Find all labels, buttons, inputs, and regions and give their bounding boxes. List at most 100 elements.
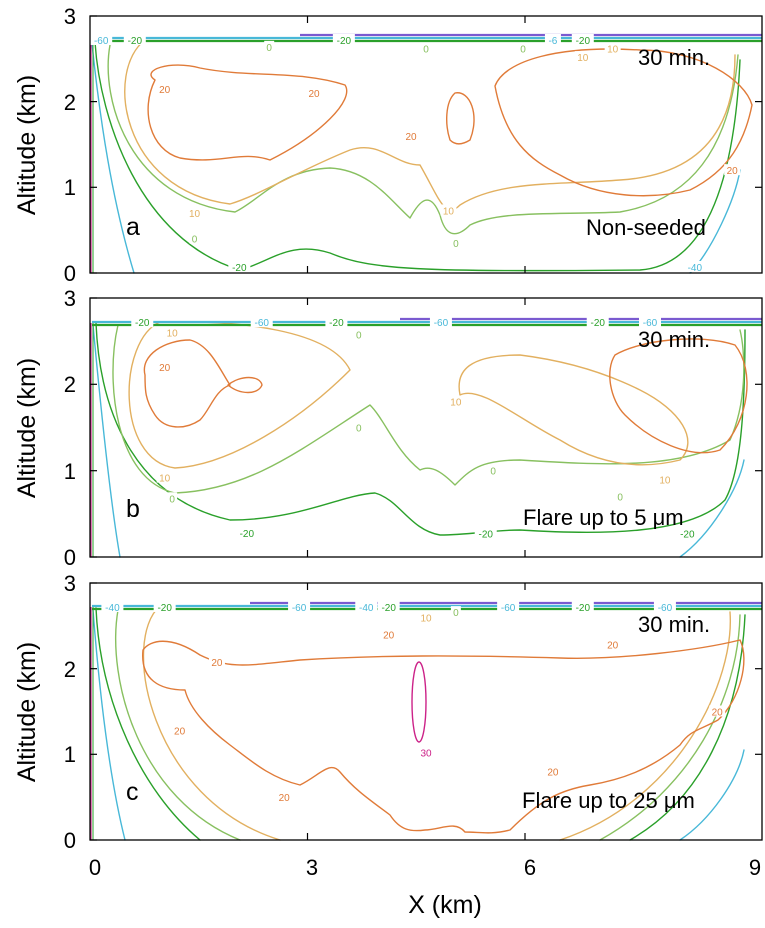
contour-label-bg <box>380 628 397 640</box>
y-axis: 0 1 2 3 <box>64 4 762 286</box>
contour-label-bg <box>440 204 457 216</box>
time-label: 30 min. <box>638 612 710 637</box>
contour-label-bg <box>544 33 561 45</box>
plot-frame <box>89 15 763 274</box>
contour-label-bg <box>474 527 497 539</box>
contour-label-bg <box>306 87 322 99</box>
case-label: Flare up to 25 μm <box>522 788 695 813</box>
contour-label: -60 <box>255 318 270 329</box>
contour-label: 20 <box>727 166 739 177</box>
contour-label-bg <box>421 42 431 54</box>
contour-line-minus40 <box>92 609 745 841</box>
contour-label-bg <box>250 316 273 328</box>
contour-label-bg <box>604 42 621 54</box>
y-axis-label: Altitude (km) <box>13 358 41 498</box>
contour-label: 0 <box>169 494 175 505</box>
contour-label-bg <box>208 655 225 667</box>
contour-label-bg <box>90 33 113 45</box>
contour-label-bg <box>615 490 626 502</box>
contour-label: 20 <box>547 767 559 778</box>
contour-label-bg <box>544 765 561 777</box>
contour-label: 20 <box>159 85 171 96</box>
contour-label: -60 <box>501 603 516 614</box>
contour-label-bg <box>167 492 178 504</box>
contour-label-bg <box>235 526 258 538</box>
plot-frame <box>89 297 763 558</box>
contour-label: -20 <box>576 603 591 614</box>
contour-label: 0 <box>520 45 526 56</box>
contour-label-bg <box>164 326 181 338</box>
contour-label: 0 <box>453 608 459 619</box>
y-tick-label: 2 <box>64 372 76 397</box>
contour-label: 20 <box>712 708 724 719</box>
contour-label: -20 <box>680 530 695 541</box>
y-axis-label: Altitude (km) <box>13 642 41 782</box>
contour-label-bg <box>171 724 188 736</box>
plot-frame <box>89 582 763 841</box>
contour-label-bg <box>228 261 251 273</box>
contour-label-bg <box>153 600 176 612</box>
contour-line-twenty <box>143 338 748 454</box>
contour-label: -60 <box>94 36 109 47</box>
contour-label: 0 <box>453 239 459 250</box>
contour-label: 20 <box>607 641 619 652</box>
contour-label: 20 <box>406 132 418 143</box>
contour-label: 20 <box>383 630 395 641</box>
contour-label: -40 <box>688 263 703 274</box>
contour-label-bg <box>156 82 173 94</box>
contour-line-zero <box>115 609 741 841</box>
x-axis-ticks <box>306 298 526 557</box>
contour-line-ten <box>142 605 731 841</box>
panel-label: b <box>126 495 140 523</box>
contour-label-bg <box>101 600 124 612</box>
y-tick-label: 3 <box>64 4 76 29</box>
contour-label-bg <box>264 40 275 52</box>
contour-label-bg <box>450 606 461 618</box>
contour-label: 20 <box>308 89 320 100</box>
contour-label: -40 <box>359 603 374 614</box>
contour-label-bg <box>429 316 452 328</box>
contour-label: 10 <box>159 474 171 485</box>
panel-label: a <box>126 213 140 241</box>
contour-label-bg <box>676 527 699 539</box>
contour-label-bg <box>488 464 499 476</box>
contour-label: 30 <box>420 749 432 760</box>
contour-line-twenty-right <box>494 48 753 197</box>
contour-line-minus20 <box>94 41 741 272</box>
contour-label-bg <box>518 42 529 54</box>
y-tick-label: 2 <box>64 657 76 682</box>
contour-label-bg <box>724 164 741 176</box>
y-tick-label: 0 <box>64 545 76 570</box>
x-axis-ticks <box>306 16 526 273</box>
contour-label-bg <box>683 261 706 273</box>
contour-label-bg <box>325 316 348 328</box>
contour-label-bg <box>186 207 203 219</box>
contour-label: -20 <box>128 36 143 47</box>
y-axis: 0 1 2 3 <box>64 571 762 853</box>
case-label: Flare up to 5 μm <box>523 505 684 530</box>
contour-label-bg <box>288 600 311 612</box>
contour-label-bg <box>571 600 594 612</box>
contour-line-minus20 <box>95 322 746 536</box>
contour-label: -20 <box>232 263 247 274</box>
x-axis: 0 3 6 9 <box>89 583 761 880</box>
contour-line-ten <box>128 321 689 469</box>
contour-line-thirty <box>411 661 427 743</box>
contour-label-bg <box>276 791 293 803</box>
contour-label-bg <box>353 328 364 340</box>
contour-label: 10 <box>659 475 671 486</box>
contour-label-bg <box>355 600 378 612</box>
contour-label: 0 <box>617 493 623 504</box>
contour-label: 10 <box>443 206 455 217</box>
y-tick-label: 1 <box>64 459 76 484</box>
contour-label-bg <box>574 51 591 63</box>
contour-label: -20 <box>240 529 255 540</box>
contour-label-bg <box>497 600 520 612</box>
contour-label: -6 <box>548 36 557 47</box>
contour-line-twenty <box>142 639 745 834</box>
contour-label-bg <box>656 473 673 485</box>
contour-label: -20 <box>576 36 591 47</box>
contour-line-minus20 <box>95 607 746 841</box>
